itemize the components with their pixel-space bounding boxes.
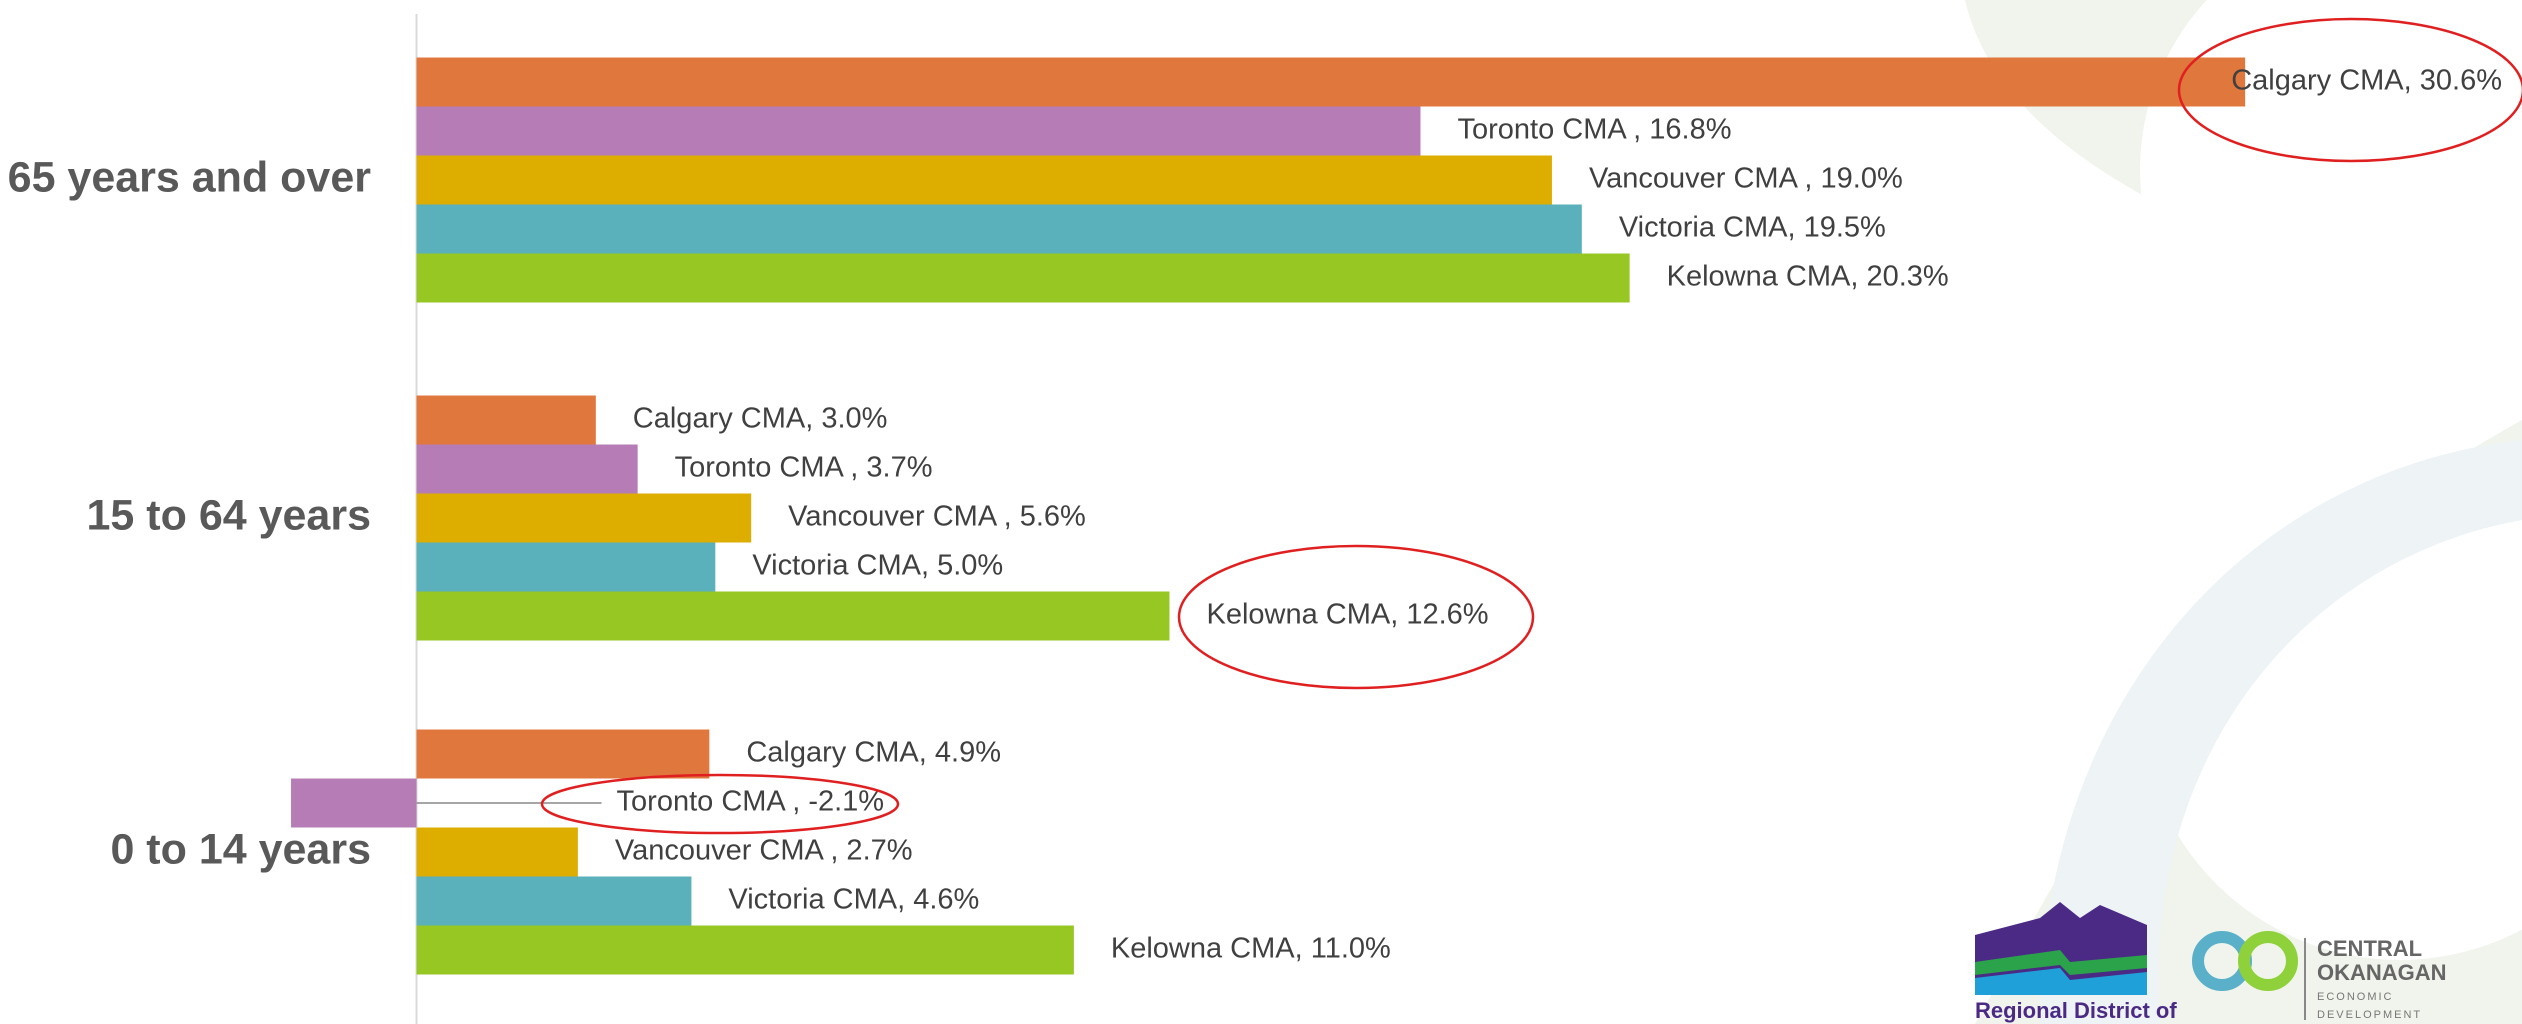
data-label: Kelowna CMA, 20.3% <box>1667 261 1949 293</box>
bar <box>416 925 1074 975</box>
highlight-ellipse <box>1177 544 1535 690</box>
bar <box>416 395 596 445</box>
bar <box>291 778 417 828</box>
data-label: Vancouver CMA , 5.6% <box>788 501 1086 533</box>
data-label: Toronto CMA , 16.8% <box>1457 114 1731 146</box>
data-label: Victoria CMA, 5.0% <box>752 550 1003 582</box>
bar <box>416 493 752 543</box>
data-label: Calgary CMA, 30.6% <box>2231 65 2502 97</box>
bar <box>416 57 2246 107</box>
category-label: 65 years and over <box>8 153 372 201</box>
bar <box>416 155 1552 205</box>
swirl-shape <box>2040 440 2522 1024</box>
logo-shape <box>1975 968 2147 995</box>
category-label: 15 to 64 years <box>87 491 371 539</box>
bar <box>416 876 692 926</box>
data-label: Calgary CMA, 3.0% <box>633 403 888 435</box>
logo-regional: Regional District of <box>1975 902 2177 1023</box>
annotations <box>540 17 2522 835</box>
logo-text: CENTRAL <box>2317 936 2422 961</box>
background-swirl <box>1965 0 2522 1024</box>
data-label: Kelowna CMA, 12.6% <box>1206 599 1488 631</box>
data-label: Toronto CMA , -2.1% <box>617 786 885 818</box>
highlight-ellipse <box>2177 17 2522 163</box>
bar <box>416 106 1421 156</box>
bar <box>416 444 638 494</box>
data-label: Victoria CMA, 19.5% <box>1619 212 1886 244</box>
category-label: 0 to 14 years <box>110 825 371 873</box>
bar <box>416 542 716 592</box>
data-label: Victoria CMA, 4.6% <box>728 884 979 916</box>
data-label: Vancouver CMA , 2.7% <box>615 835 913 867</box>
logo-text: DEVELOPMENT <box>2317 1009 2422 1021</box>
plot: 65 years and over Calgary CMA, 30.6% Toron… <box>8 57 2502 975</box>
logo-text: OKANAGAN <box>2317 960 2447 985</box>
bar <box>416 729 710 779</box>
logo-shape <box>1975 950 2147 975</box>
bar <box>416 827 578 877</box>
data-label: Calgary CMA, 4.9% <box>746 737 1001 769</box>
logo-text: ECONOMIC <box>2317 991 2394 1003</box>
bar <box>416 253 1630 303</box>
bar <box>416 591 1170 641</box>
highlight-ellipse <box>540 773 900 835</box>
data-label: Kelowna CMA, 11.0% <box>1111 933 1391 965</box>
bar <box>416 204 1582 254</box>
data-label: Vancouver CMA , 19.0% <box>1589 163 1903 195</box>
data-label: Toronto CMA , 3.7% <box>675 452 933 484</box>
logo-text: Regional District of <box>1975 998 2177 1023</box>
logo-ring <box>2238 931 2298 991</box>
logo-central: CENTRAL OKANAGAN ECONOMIC DEVELOPMENT <box>2192 931 2447 1021</box>
